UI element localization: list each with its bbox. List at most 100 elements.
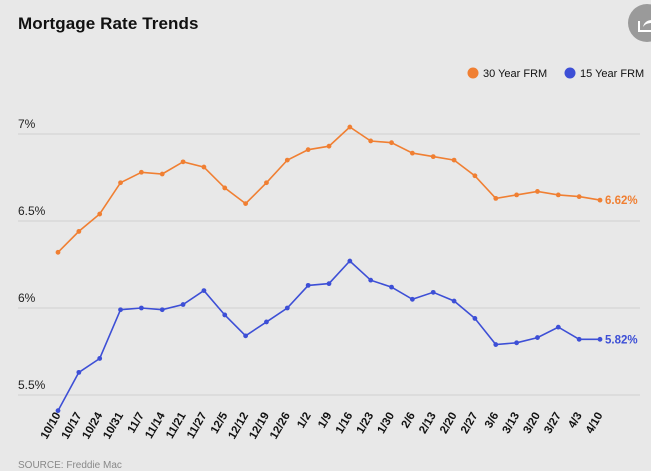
data-point <box>243 333 249 339</box>
data-point <box>451 298 457 304</box>
data-point <box>284 157 290 163</box>
end-value-label: 6.62% <box>605 195 638 207</box>
data-point <box>243 201 249 207</box>
data-point <box>138 169 144 175</box>
data-point <box>180 302 186 307</box>
series-layer: 6.62% 5.82% <box>55 124 638 414</box>
data-point <box>118 180 123 186</box>
data-point <box>201 288 207 293</box>
x-tick-label: 11/14 <box>143 410 168 441</box>
data-point <box>159 307 165 313</box>
x-tick-label: 1/16 <box>334 411 356 436</box>
data-point <box>284 305 290 311</box>
chart-title: Mortgage Rate Trends <box>18 14 199 33</box>
data-point <box>305 147 311 153</box>
data-point <box>555 324 561 330</box>
legend-label: 15 Year FRM <box>580 68 644 80</box>
y-tick-label: 6% <box>18 291 36 305</box>
data-point <box>180 159 186 165</box>
x-tick-label: 3/6 <box>483 411 501 431</box>
data-point <box>597 336 603 342</box>
x-tick-label: 2/20 <box>438 411 460 436</box>
x-tick-label: 12/19 <box>247 411 272 442</box>
x-tick-label: 2/13 <box>417 411 439 436</box>
data-point <box>55 249 61 255</box>
x-tick-label: 2/27 <box>459 411 481 436</box>
data-point <box>97 356 103 361</box>
data-point <box>597 197 603 203</box>
x-tick-label: 1/9 <box>316 411 334 431</box>
data-point <box>347 258 353 264</box>
x-tick-label: 10/17 <box>60 411 85 442</box>
data-point <box>264 180 269 186</box>
x-tick-label: 10/31 <box>101 410 126 441</box>
data-point <box>201 164 207 170</box>
data-point <box>326 281 332 287</box>
x-tick-label: 1/30 <box>376 411 398 436</box>
data-point <box>368 277 374 283</box>
x-tick-label: 3/27 <box>542 411 564 436</box>
data-point <box>368 138 374 144</box>
data-point <box>493 342 499 347</box>
data-point <box>55 408 61 414</box>
data-point <box>389 140 394 146</box>
x-tick-label: 2/6 <box>400 411 418 431</box>
data-point <box>430 289 436 295</box>
gridlines <box>18 133 640 396</box>
data-point <box>389 284 394 290</box>
data-point <box>347 124 353 130</box>
data-point <box>409 296 415 302</box>
end-value-label: 5.82% <box>605 334 638 346</box>
data-point <box>555 192 561 198</box>
series-1: 5.82% <box>55 258 638 414</box>
data-point <box>159 171 165 177</box>
x-tick-label: 11/27 <box>185 411 209 441</box>
data-point <box>472 316 478 321</box>
data-point <box>430 154 436 160</box>
x-tick-label: 10/10 <box>39 411 64 442</box>
y-axis: 7% 6.5% 6% 5.5% <box>18 117 46 392</box>
x-tick-label: 1/23 <box>355 411 377 436</box>
y-tick-label: 5.5% <box>18 378 46 392</box>
data-point <box>576 194 582 200</box>
data-point <box>97 211 103 217</box>
x-tick-label: 4/10 <box>584 411 606 436</box>
x-tick-label: 11/21 <box>164 410 189 441</box>
legend-marker <box>467 67 479 79</box>
legend-marker <box>564 67 576 79</box>
y-tick-label: 7% <box>18 117 36 131</box>
x-tick-label: 3/13 <box>501 411 523 436</box>
data-point <box>535 189 540 194</box>
data-point <box>76 369 82 375</box>
x-tick-label: 3/20 <box>521 411 543 436</box>
legend: 30 Year FRM 15 Year FRM <box>467 67 644 80</box>
x-tick-label: 12/12 <box>226 411 251 442</box>
x-tick-label: 12/26 <box>268 411 293 442</box>
data-point <box>138 305 144 311</box>
y-tick-label: 6.5% <box>18 204 46 218</box>
data-point <box>451 157 457 163</box>
data-point <box>493 195 499 201</box>
data-point <box>514 192 520 198</box>
data-point <box>535 335 540 340</box>
series-0: 6.62% <box>55 124 638 255</box>
data-point <box>326 143 332 149</box>
data-point <box>76 229 82 234</box>
data-point <box>264 319 269 325</box>
data-point <box>576 336 582 342</box>
x-tick-label: 1/2 <box>295 411 313 431</box>
share-icon <box>638 20 651 32</box>
x-tick-label: 4/3 <box>566 411 584 431</box>
x-tick-label: 11/7 <box>126 411 147 436</box>
data-point <box>514 340 520 346</box>
data-point <box>222 185 228 191</box>
data-point <box>305 282 311 288</box>
data-point <box>472 173 478 179</box>
share-button[interactable] <box>628 4 651 42</box>
data-point <box>409 150 415 156</box>
legend-label: 30 Year FRM <box>483 68 547 80</box>
data-point <box>118 307 123 313</box>
data-point <box>222 312 228 318</box>
